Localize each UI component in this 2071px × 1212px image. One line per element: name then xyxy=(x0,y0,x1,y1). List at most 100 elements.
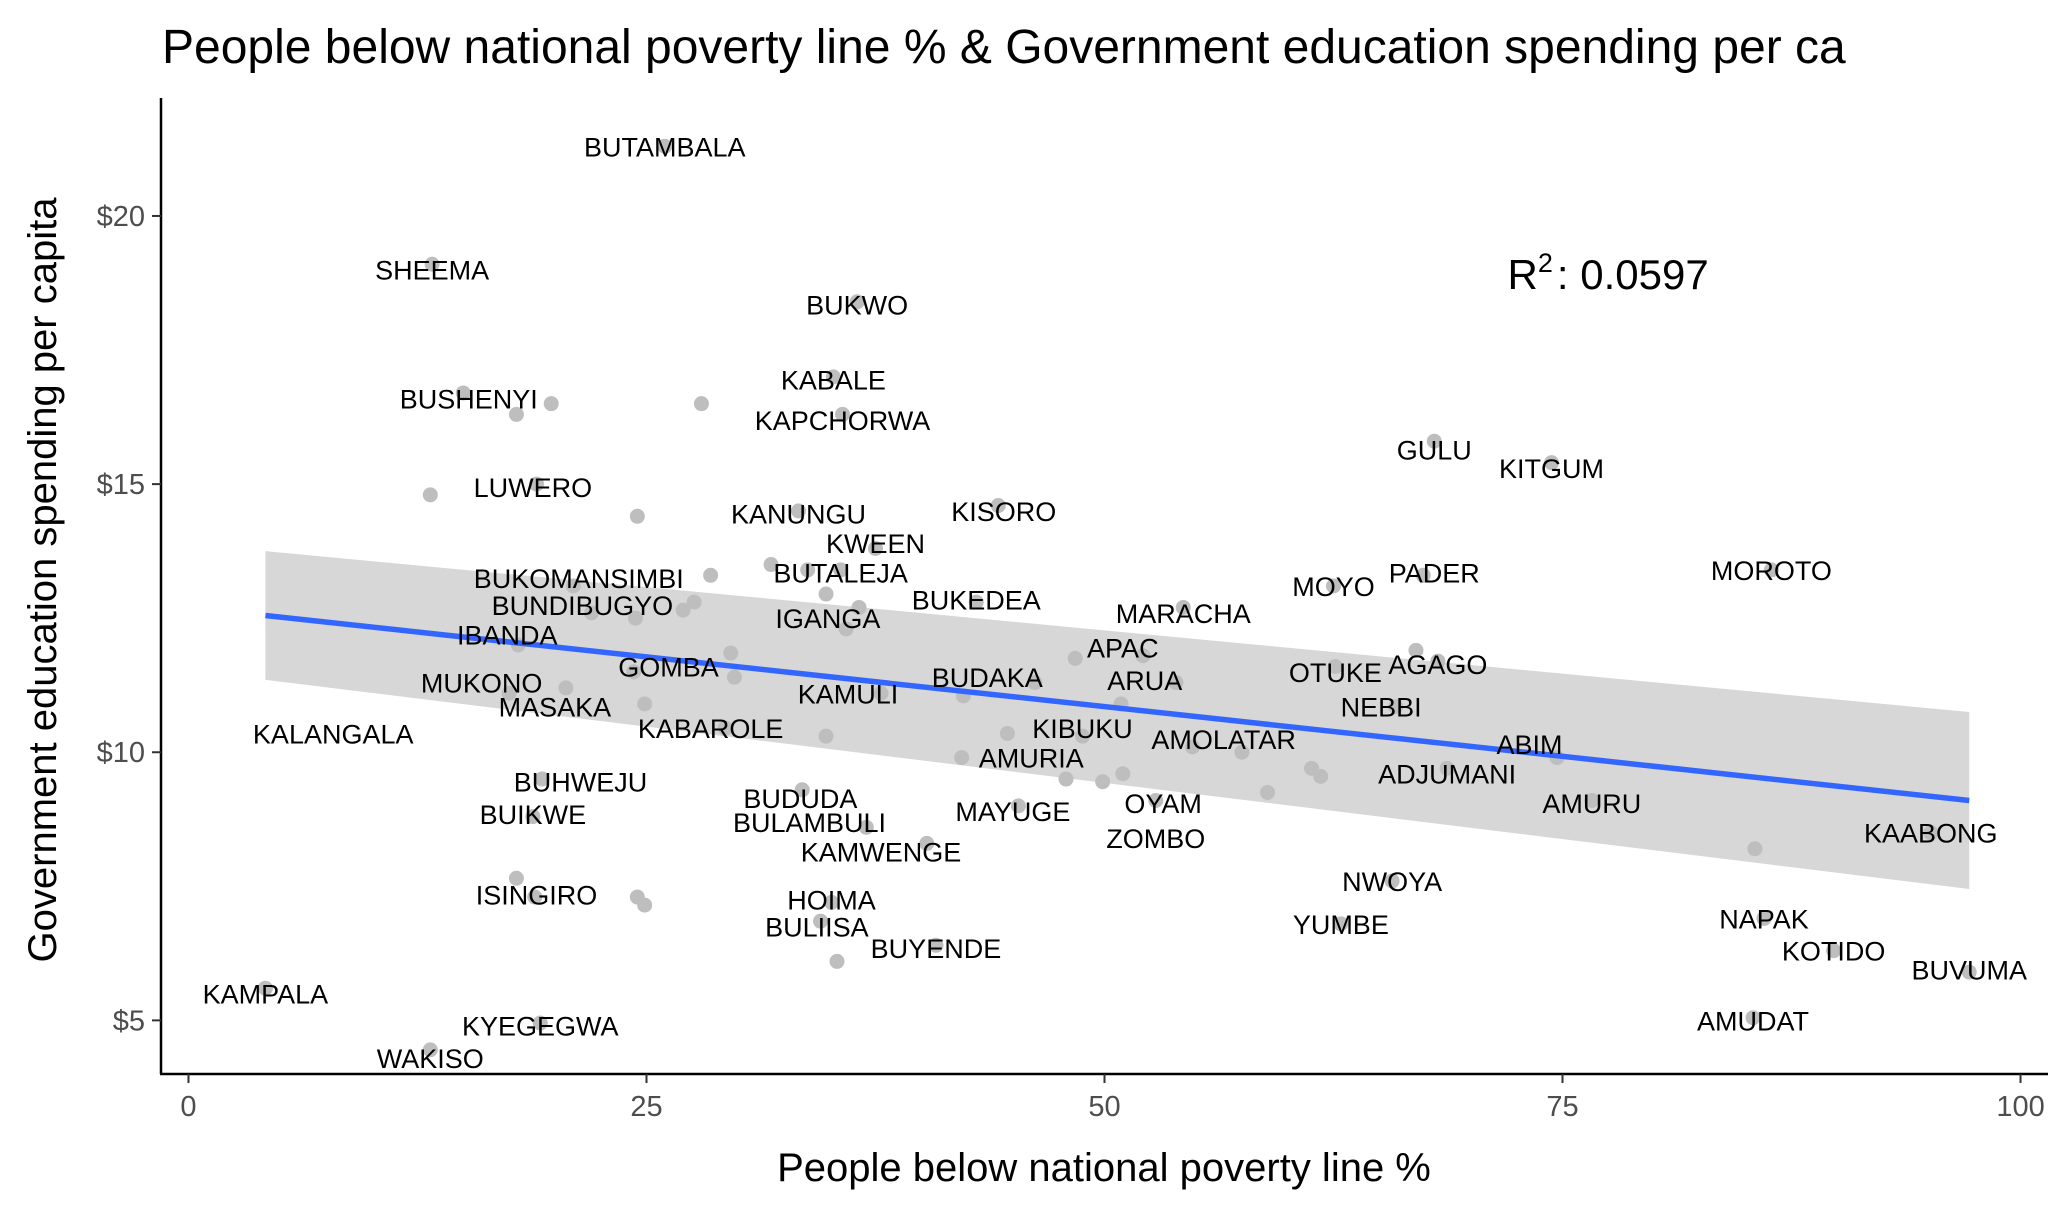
data-point xyxy=(637,696,653,712)
point-label: YUMBE xyxy=(1293,910,1389,940)
point-label: BULAMBULI xyxy=(733,808,886,838)
x-tick-label: 50 xyxy=(1088,1091,1120,1123)
point-label: BUHWEJU xyxy=(514,768,648,798)
data-point xyxy=(829,953,845,969)
data-point xyxy=(873,685,889,701)
point-label: MOYO xyxy=(1292,572,1375,602)
data-point xyxy=(424,256,440,272)
point-label: BUKOMANSIMBI xyxy=(474,564,684,594)
data-point xyxy=(818,728,834,744)
data-point xyxy=(723,645,739,661)
point-label: KABAROLE xyxy=(638,714,784,744)
data-point xyxy=(629,508,645,524)
data-point xyxy=(1756,910,1772,926)
data-point xyxy=(818,586,834,602)
data-point xyxy=(627,610,643,626)
trend-line xyxy=(265,612,1970,804)
data-point xyxy=(1745,1010,1761,1026)
point-label: ZOMBO xyxy=(1106,824,1205,854)
point-label: ABIM xyxy=(1497,730,1563,760)
point-label: ARUA xyxy=(1107,666,1182,696)
point-label: BUKEDEA xyxy=(912,585,1041,615)
data-point xyxy=(835,406,851,422)
y-tick-label: $20 xyxy=(97,201,145,233)
point-label: NEBBI xyxy=(1341,693,1422,723)
data-point xyxy=(791,503,807,519)
data-point xyxy=(800,562,816,578)
data-point xyxy=(455,385,471,401)
data-point xyxy=(1027,675,1043,691)
point-label: AMURIA xyxy=(979,744,1084,774)
r-squared-superscript: 2 xyxy=(1538,248,1553,278)
point-label: BUSHENYI xyxy=(400,384,538,414)
point-label: LUWERO xyxy=(474,473,593,503)
data-point xyxy=(1763,562,1779,578)
x-axis-ticks: 0 25 50 75 100 xyxy=(180,1074,2045,1123)
trend-line-layer xyxy=(265,612,1970,804)
data-point xyxy=(558,680,574,696)
point-label: MUKONO xyxy=(421,669,543,699)
point-label: KAMPALA xyxy=(203,980,329,1010)
point-label: ADJUMANI xyxy=(1378,760,1516,790)
data-point xyxy=(1135,648,1151,664)
point-label: BUDUDA xyxy=(743,784,857,814)
data-point xyxy=(1430,653,1446,669)
point-label: KAABONG xyxy=(1864,819,1998,849)
point-label: HOIMA xyxy=(787,886,876,916)
points-layer xyxy=(257,138,1977,1058)
data-point xyxy=(534,771,550,787)
data-point xyxy=(838,621,854,637)
data-point xyxy=(693,396,709,412)
point-label: KWEEN xyxy=(826,529,925,559)
point-label: MASAKA xyxy=(499,693,612,723)
data-point xyxy=(637,897,653,913)
point-label: BUTAMBALA xyxy=(584,132,746,162)
data-point xyxy=(919,835,935,851)
data-point xyxy=(1148,793,1164,809)
point-label: IGANGA xyxy=(775,604,880,634)
data-point xyxy=(726,669,742,685)
point-label: AGAGO xyxy=(1388,650,1487,680)
data-point xyxy=(833,562,849,578)
data-point xyxy=(1439,760,1455,776)
point-label: BUTALEJA xyxy=(773,559,908,589)
point-label: MAYUGE xyxy=(955,797,1070,827)
y-tick-label: $10 xyxy=(97,737,145,769)
data-point xyxy=(990,498,1006,514)
data-point xyxy=(508,406,524,422)
point-label: GULU xyxy=(1397,435,1472,465)
data-point xyxy=(1313,768,1329,784)
data-point xyxy=(1415,567,1431,583)
x-tick-label: 100 xyxy=(1996,1091,2044,1123)
data-point xyxy=(1075,728,1091,744)
confidence-band xyxy=(265,551,1970,889)
point-label: KITGUM xyxy=(1499,454,1604,484)
point-label: BUNDIBUGYO xyxy=(492,591,674,621)
y-axis-title: Government education spending per capita xyxy=(21,197,65,963)
point-label: APAC xyxy=(1087,634,1159,664)
data-point xyxy=(501,685,517,701)
data-point xyxy=(999,725,1015,741)
data-point xyxy=(626,664,642,680)
data-point xyxy=(954,750,970,766)
data-point xyxy=(1826,943,1842,959)
point-label: OYAM xyxy=(1124,789,1202,819)
point-label: WAKISO xyxy=(377,1044,484,1074)
data-point xyxy=(529,476,545,492)
data-point xyxy=(1584,793,1600,809)
point-label: KAMULI xyxy=(798,679,899,709)
point-label: BULIISA xyxy=(765,913,869,943)
point-label: GOMBA xyxy=(618,652,719,682)
point-label: BUKWO xyxy=(806,290,908,320)
x-tick-label: 25 xyxy=(630,1091,662,1123)
point-label: NWOYA xyxy=(1342,867,1442,897)
point-label: AMURU xyxy=(1542,789,1641,819)
data-point xyxy=(824,894,840,910)
point-label: KAPCHORWA xyxy=(755,406,931,436)
x-axis-title: People below national poverty line % xyxy=(777,1146,1431,1190)
point-label: BUDAKA xyxy=(932,663,1043,693)
point-label: AMOLATAR xyxy=(1151,725,1296,755)
data-point xyxy=(1326,578,1342,594)
data-point xyxy=(422,1042,438,1058)
data-point xyxy=(849,294,865,310)
